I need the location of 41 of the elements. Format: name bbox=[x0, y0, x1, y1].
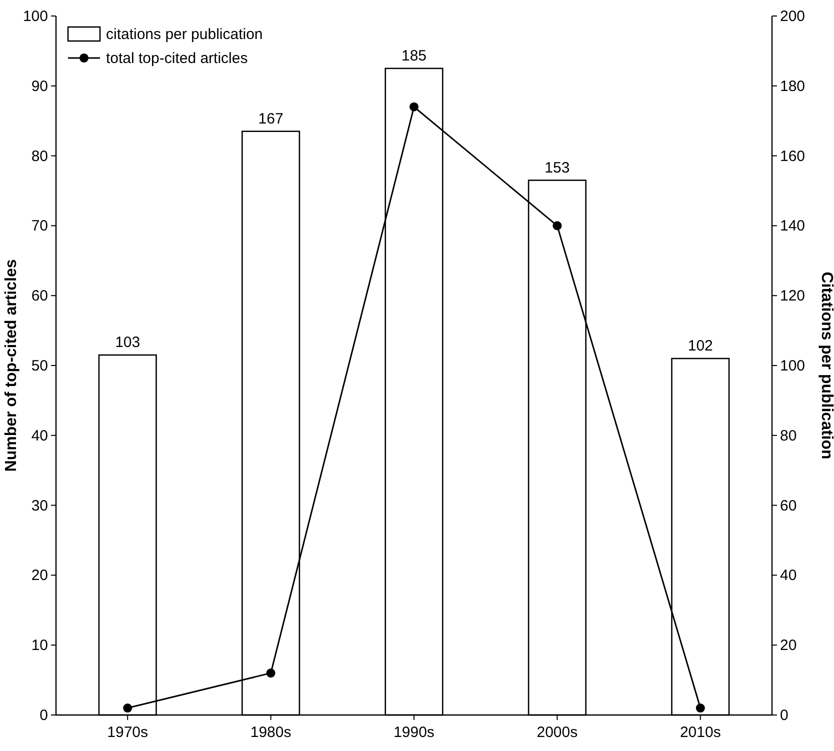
y-tick-label: 60 bbox=[31, 288, 48, 305]
legend-label: total top-cited articles bbox=[106, 50, 248, 67]
y2-tick-label: 80 bbox=[780, 427, 797, 444]
data-label: 167 bbox=[258, 110, 284, 128]
y2-tick-label: 160 bbox=[780, 148, 806, 165]
data-label: 185 bbox=[401, 47, 427, 64]
y-tick-label: 70 bbox=[31, 218, 48, 235]
point bbox=[409, 102, 419, 112]
point bbox=[266, 668, 276, 678]
y2-axis-title: Citations per publication bbox=[818, 272, 834, 460]
point bbox=[552, 221, 562, 230]
y2-tick-label: 180 bbox=[780, 78, 806, 95]
y-tick-label: 0 bbox=[40, 707, 48, 724]
data-label: 102 bbox=[688, 338, 713, 355]
x-tick-label: 1990s bbox=[394, 724, 434, 741]
data-label: 103 bbox=[115, 334, 140, 352]
y2-tick-label: 120 bbox=[780, 288, 806, 305]
point bbox=[696, 704, 705, 713]
y2-tick-label: 60 bbox=[780, 497, 797, 514]
x-tick-label: 1970s bbox=[107, 724, 148, 741]
y-tick-label: 30 bbox=[31, 497, 48, 514]
y2-tick-label: 200 bbox=[780, 8, 806, 25]
x-tick-label: 2000s bbox=[536, 724, 578, 741]
legend-label: citations per publication bbox=[106, 26, 263, 43]
y2-tick-label: 20 bbox=[780, 637, 797, 654]
x-tick-label: 1980s bbox=[250, 724, 292, 741]
y-tick-label: 100 bbox=[22, 8, 48, 25]
y-tick-label: 50 bbox=[31, 358, 48, 374]
y-tick-label: 80 bbox=[31, 148, 48, 165]
data-label: 153 bbox=[544, 159, 570, 176]
y2-tick-label: 40 bbox=[780, 567, 797, 584]
y-tick-label: 40 bbox=[31, 427, 48, 444]
y-tick-label: 90 bbox=[31, 78, 48, 95]
y2-tick-label: 100 bbox=[780, 358, 806, 374]
y2-tick-label: 140 bbox=[780, 218, 806, 235]
y-tick-label: 20 bbox=[31, 567, 48, 584]
x-tick-label: 2010s bbox=[680, 724, 721, 741]
y-tick-label: 10 bbox=[31, 637, 48, 654]
y2-tick-label: 0 bbox=[780, 707, 788, 724]
point bbox=[123, 704, 132, 713]
y-axis-title: Number of top-cited articles bbox=[3, 259, 20, 472]
